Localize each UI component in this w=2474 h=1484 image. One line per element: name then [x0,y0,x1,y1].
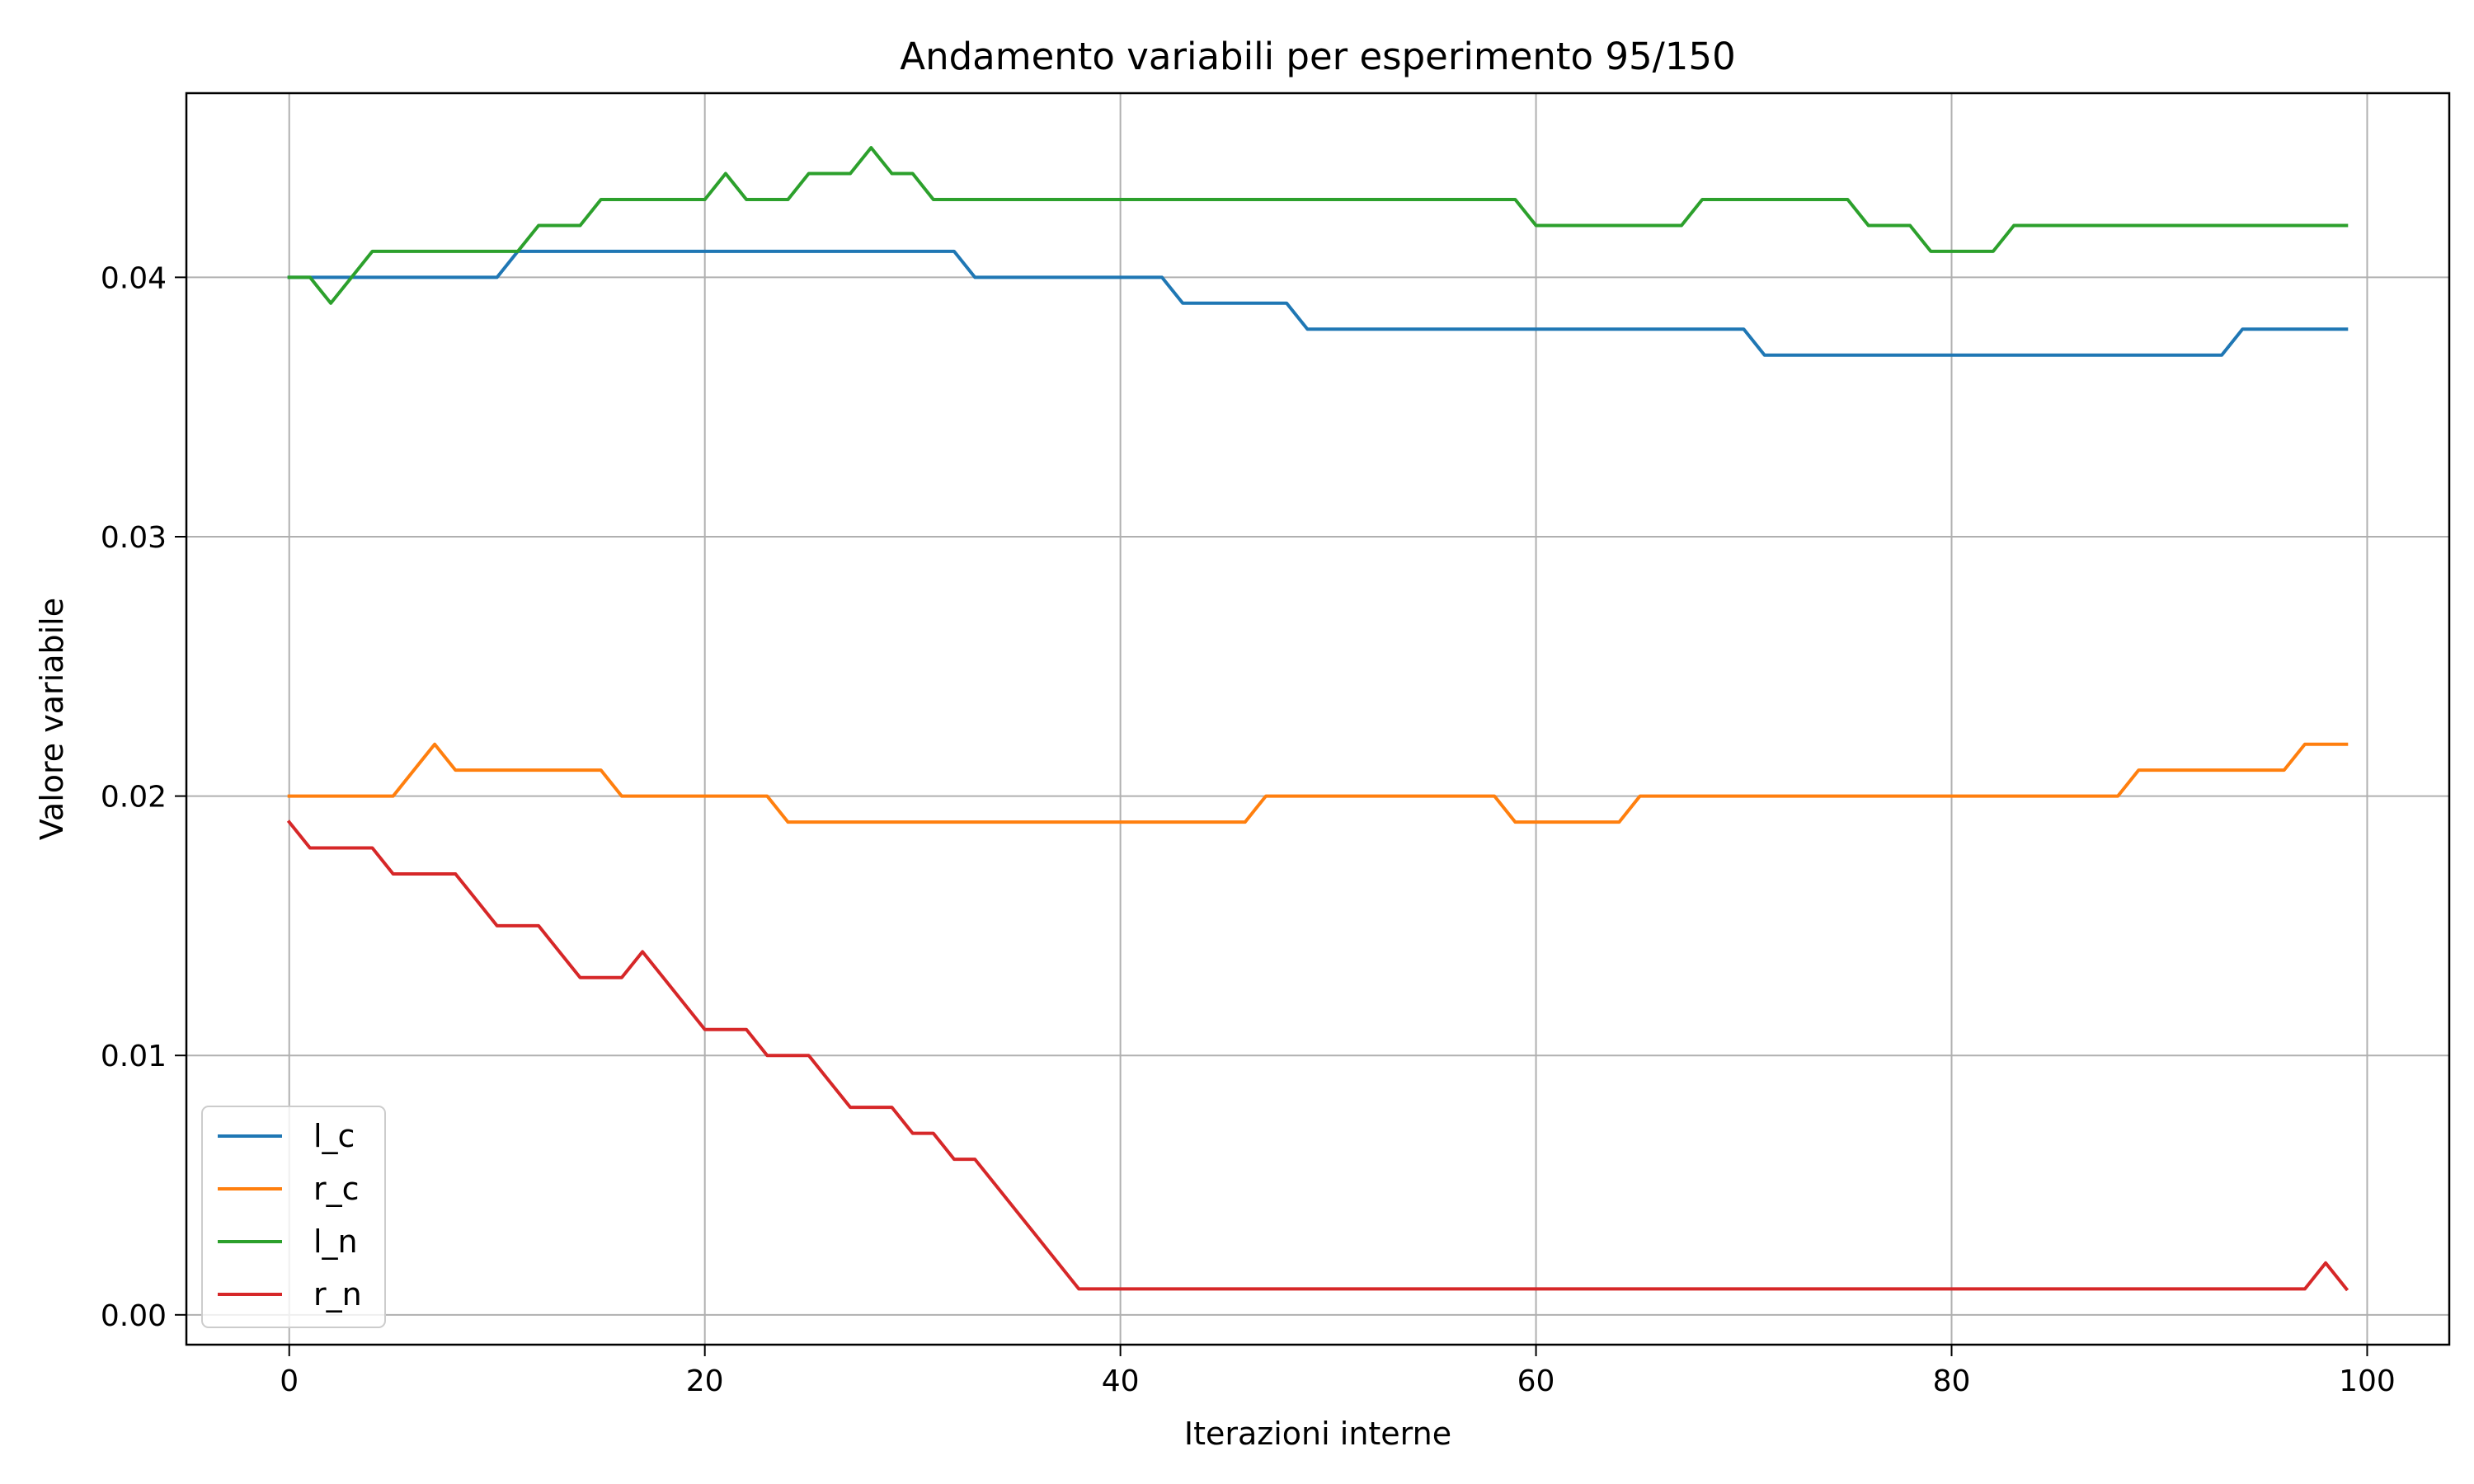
plot-area [186,93,2449,1345]
x-axis-title: Iterazioni interne [1184,1416,1451,1452]
legend-label: l_c [313,1118,355,1154]
grid-lines [186,93,2449,1345]
plot-frame [185,92,2451,1346]
chart-title: Andamento variabili per esperimento 95/1… [900,35,1735,78]
y-axis-title: Valore variabile [34,598,70,840]
legend: l_c r_c l_n r_n [201,1106,386,1328]
series-line-l-c [287,249,2349,357]
legend-label: r_n [313,1276,362,1313]
series-lines [286,146,2349,1292]
y-tick-label: 0.04 [101,261,167,295]
y-tick-label: 0.00 [101,1299,167,1333]
axis-ticks: 0 20 40 60 80 100 0.00 0.01 0.02 0.03 0.04 [101,261,2396,1398]
y-tick-label: 0.01 [101,1040,167,1073]
y-tick-label: 0.03 [101,521,167,555]
x-tick-label: 0 [280,1364,299,1398]
series-line-l-n [287,146,2349,305]
x-tick-label: 20 [686,1364,724,1398]
x-tick-label: 80 [1933,1364,1971,1398]
legend-label: r_c [313,1171,360,1207]
x-tick-label: 40 [1102,1364,1140,1398]
series-line-r-n [286,819,2349,1292]
series-line-r-c [287,742,2349,824]
x-tick-label: 100 [2339,1364,2396,1398]
legend-box [201,1106,386,1328]
y-tick-label: 0.02 [101,781,167,815]
x-tick-label: 60 [1517,1364,1555,1398]
legend-label: l_n [313,1223,358,1260]
